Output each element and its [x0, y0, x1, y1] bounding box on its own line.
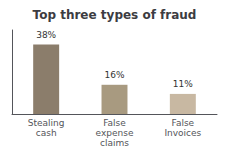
- svg-text:expense: expense: [96, 128, 134, 138]
- svg-text:cash: cash: [36, 128, 57, 138]
- svg-text:38%: 38%: [36, 30, 56, 40]
- svg-text:11%: 11%: [173, 79, 193, 89]
- svg-text:Top three types of fraud: Top three types of fraud: [33, 8, 197, 22]
- svg-text:16%: 16%: [104, 70, 124, 80]
- svg-text:False: False: [172, 118, 195, 128]
- svg-text:Stealing: Stealing: [28, 118, 65, 128]
- svg-text:False: False: [103, 118, 126, 128]
- svg-text:claims: claims: [100, 138, 129, 148]
- svg-text:Invoices: Invoices: [164, 128, 201, 138]
